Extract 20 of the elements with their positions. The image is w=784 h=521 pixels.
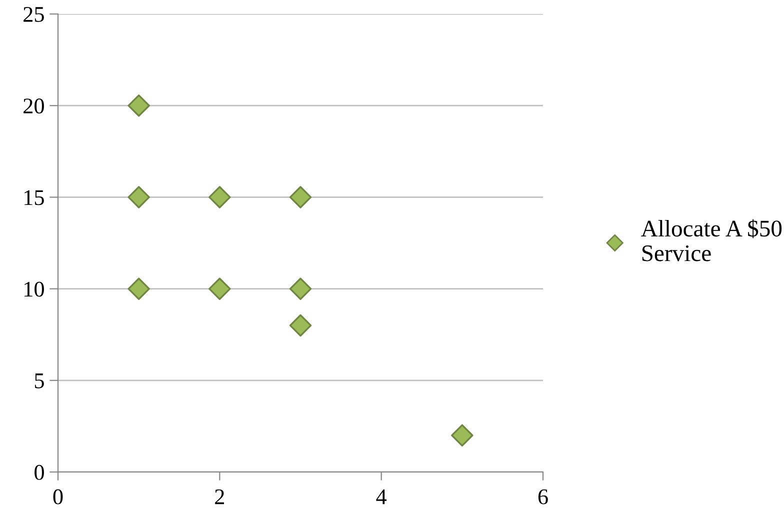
point: [128, 186, 150, 208]
legend-label: Allocate A $50 Service: [641, 219, 782, 262]
point: [208, 186, 231, 208]
point: [289, 278, 312, 300]
x-tick-label: 4: [376, 489, 387, 504]
y-tick-label: 5: [34, 374, 44, 388]
x-tick-label: 6: [538, 489, 548, 504]
y-tick-label: 15: [24, 190, 44, 206]
point: [208, 278, 231, 300]
point: [128, 94, 150, 117]
y-tick-label: 25: [24, 6, 44, 22]
y-tick-label: 0: [34, 464, 44, 480]
point: [289, 186, 312, 208]
y-tick-label: 10: [24, 282, 44, 297]
x-tick-label: 0: [53, 489, 63, 504]
point: [289, 314, 312, 337]
y-tick-label: 20: [24, 98, 44, 114]
x-tick-label: 2: [215, 489, 224, 504]
point: [451, 424, 474, 446]
point: [128, 278, 150, 300]
